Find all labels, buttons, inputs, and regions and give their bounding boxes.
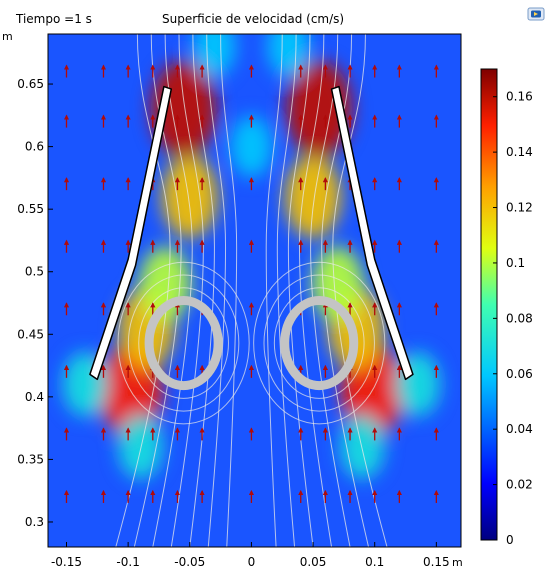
guide-plate-left xyxy=(89,85,173,381)
y-tick-label: 0.55 xyxy=(17,202,44,216)
field-hotspot xyxy=(161,155,218,238)
streamline xyxy=(189,34,215,547)
y-tick-label: 0.4 xyxy=(25,390,44,404)
streamline xyxy=(310,34,351,547)
streamlines xyxy=(115,34,388,547)
streamline xyxy=(332,34,388,547)
x-axis-unit: m xyxy=(452,556,463,569)
vortex-streamline xyxy=(127,274,240,412)
streamline xyxy=(276,34,297,547)
y-tick-label: 0.35 xyxy=(17,452,44,466)
plot-area xyxy=(48,34,461,547)
x-axis: -0.15 -0.1 -0.05 0 0.05 0.1 0.15 xyxy=(51,542,450,569)
streamline xyxy=(287,34,314,547)
field-hotspot xyxy=(284,155,342,238)
cylinder-rings xyxy=(144,296,359,391)
field-hotspot xyxy=(150,60,217,158)
y-axis: 0.3 0.35 0.4 0.45 0.5 0.55 0.6 0.65 xyxy=(17,77,53,529)
streamline xyxy=(115,34,171,547)
cylinder-ring xyxy=(280,296,359,391)
streamline xyxy=(206,34,227,547)
colorbar-tick-label: 0.04 xyxy=(506,422,533,436)
time-label: Tiempo =1 s xyxy=(15,12,92,26)
cylinder-ring xyxy=(144,296,223,391)
vortex-streamline xyxy=(117,261,250,425)
y-axis-unit: m xyxy=(2,30,13,43)
colorbar-tick-label: 0.14 xyxy=(506,145,533,159)
y-tick-label: 0.45 xyxy=(17,327,44,341)
vortex-streamline xyxy=(138,287,229,399)
guide-plates xyxy=(89,85,414,381)
y-tick-label: 0.5 xyxy=(25,265,44,279)
streamline xyxy=(170,34,204,547)
x-tick-label: -0.15 xyxy=(51,555,82,569)
x-tick-label: 0.05 xyxy=(300,555,327,569)
colorbar-tick-label: 0.1 xyxy=(506,256,525,270)
colorbar-tick-label: 0 xyxy=(506,533,514,547)
x-tick-label: 0 xyxy=(248,555,256,569)
colorbar: 0 0.02 0.04 0.06 0.08 0.1 0.12 0.14 0.16 xyxy=(480,68,533,547)
plot-frame xyxy=(47,33,462,548)
x-tick-label: -0.1 xyxy=(116,555,139,569)
vortex-streamline xyxy=(253,261,386,425)
guide-plate-right xyxy=(330,85,414,381)
vortex-streamline xyxy=(273,287,365,399)
y-tick-label: 0.3 xyxy=(25,515,44,529)
streamline xyxy=(265,34,283,547)
streamline xyxy=(152,34,193,547)
x-tick-label: 0.1 xyxy=(365,555,384,569)
field-background xyxy=(48,34,461,547)
colorbar-tick-label: 0.02 xyxy=(506,478,533,492)
colorbar-tick-label: 0.06 xyxy=(506,367,533,381)
velocity-arrows xyxy=(63,64,439,503)
y-tick-label: 0.65 xyxy=(17,77,44,91)
streamline xyxy=(220,34,238,547)
vortex-streamline xyxy=(263,274,375,412)
colorbar-tick-label: 0.08 xyxy=(506,311,533,325)
x-tick-label: 0.15 xyxy=(423,555,450,569)
field-hotspot xyxy=(230,116,273,178)
plot-title: Superficie de velocidad (cm/s) xyxy=(162,12,344,26)
colorbar-gradient xyxy=(480,68,498,541)
colorbar-tick-label: 0.12 xyxy=(506,201,533,215)
x-tick-label: -0.05 xyxy=(174,555,205,569)
y-tick-label: 0.6 xyxy=(25,140,44,154)
colorbar-tick-label: 0.16 xyxy=(506,90,533,104)
colorbar-ticks: 0 0.02 0.04 0.06 0.08 0.1 0.12 0.14 0.16 xyxy=(493,90,533,547)
field-hotspot xyxy=(286,60,353,158)
comsol-logo-icon[interactable] xyxy=(527,7,545,21)
streamline xyxy=(298,34,333,547)
